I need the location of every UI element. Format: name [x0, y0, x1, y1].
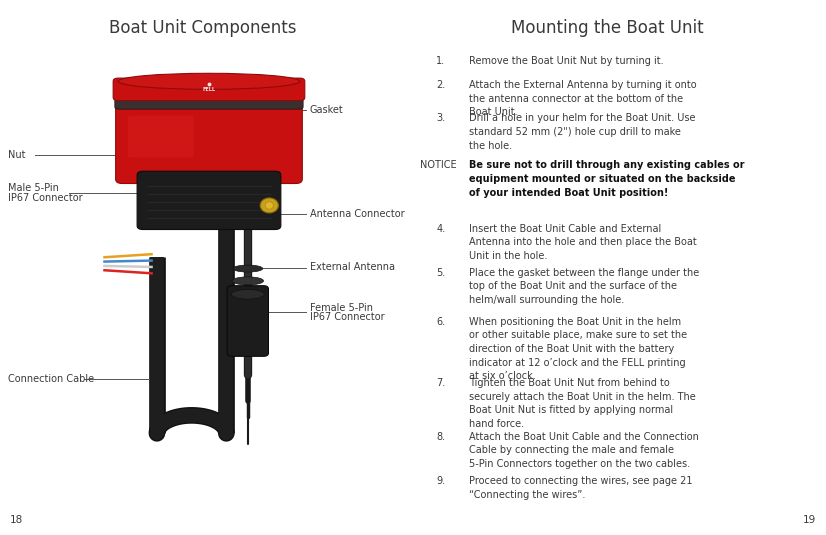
Text: Mounting the Boat Unit: Mounting the Boat Unit	[510, 19, 704, 37]
Ellipse shape	[260, 198, 278, 213]
FancyBboxPatch shape	[128, 116, 194, 157]
Text: Female 5-Pin: Female 5-Pin	[310, 303, 373, 312]
Text: 6.: 6.	[436, 317, 445, 327]
FancyBboxPatch shape	[116, 97, 302, 184]
Text: 9.: 9.	[436, 476, 445, 486]
FancyBboxPatch shape	[113, 78, 305, 101]
Text: When positioning the Boat Unit in the helm
or other suitable place, make sure to: When positioning the Boat Unit in the he…	[469, 317, 687, 381]
Text: External Antenna: External Antenna	[310, 263, 395, 272]
Text: 5.: 5.	[436, 268, 445, 278]
Text: Drill a hole in your helm for the Boat Unit. Use
standard 52 mm (2") hole cup dr: Drill a hole in your helm for the Boat U…	[469, 113, 695, 151]
Text: Be sure not to drill through any existing cables or
equipment mounted or situate: Be sure not to drill through any existin…	[469, 160, 745, 198]
Text: NOTICE: NOTICE	[420, 160, 456, 171]
Text: Gasket: Gasket	[310, 105, 344, 114]
Text: IP67 Connector: IP67 Connector	[310, 312, 384, 322]
Text: Connection Cable: Connection Cable	[8, 374, 94, 384]
FancyBboxPatch shape	[137, 171, 281, 230]
Text: Boat Unit Components: Boat Unit Components	[109, 19, 296, 37]
Ellipse shape	[118, 73, 300, 89]
Ellipse shape	[265, 202, 273, 209]
Text: Proceed to connecting the wires, see page 21
“Connecting the wires”.: Proceed to connecting the wires, see pag…	[469, 476, 693, 500]
Text: Antenna Connector: Antenna Connector	[310, 209, 405, 219]
Text: Tighten the Boat Unit Nut from behind to
securely attach the Boat Unit in the he: Tighten the Boat Unit Nut from behind to…	[469, 378, 696, 429]
Text: 7.: 7.	[436, 378, 445, 388]
Text: Place the gasket between the flange under the
top of the Boat Unit and the surfa: Place the gasket between the flange unde…	[469, 268, 700, 305]
Ellipse shape	[233, 265, 263, 272]
Text: Male 5-Pin: Male 5-Pin	[8, 184, 59, 193]
FancyBboxPatch shape	[115, 93, 303, 109]
Text: FELL: FELL	[202, 87, 216, 92]
Ellipse shape	[231, 289, 264, 299]
Text: 8.: 8.	[436, 432, 445, 442]
Text: 19: 19	[803, 515, 816, 525]
Text: Insert the Boat Unit Cable and External
Antenna into the hole and then place the: Insert the Boat Unit Cable and External …	[469, 224, 697, 261]
Text: 4.: 4.	[436, 224, 445, 234]
Text: 18: 18	[10, 515, 23, 525]
FancyBboxPatch shape	[227, 286, 268, 356]
Text: 3.: 3.	[436, 113, 445, 124]
Text: Remove the Boat Unit Nut by turning it.: Remove the Boat Unit Nut by turning it.	[469, 56, 664, 66]
Ellipse shape	[232, 277, 263, 285]
Text: IP67 Connector: IP67 Connector	[8, 193, 83, 203]
Text: Attach the Boat Unit Cable and the Connection
Cable by connecting the male and f: Attach the Boat Unit Cable and the Conne…	[469, 432, 699, 469]
Text: 1.: 1.	[436, 56, 445, 66]
Text: Attach the External Antenna by turning it onto
the antenna connector at the bott: Attach the External Antenna by turning i…	[469, 80, 697, 118]
Text: 2.: 2.	[436, 80, 445, 90]
Text: Nut: Nut	[8, 150, 26, 160]
